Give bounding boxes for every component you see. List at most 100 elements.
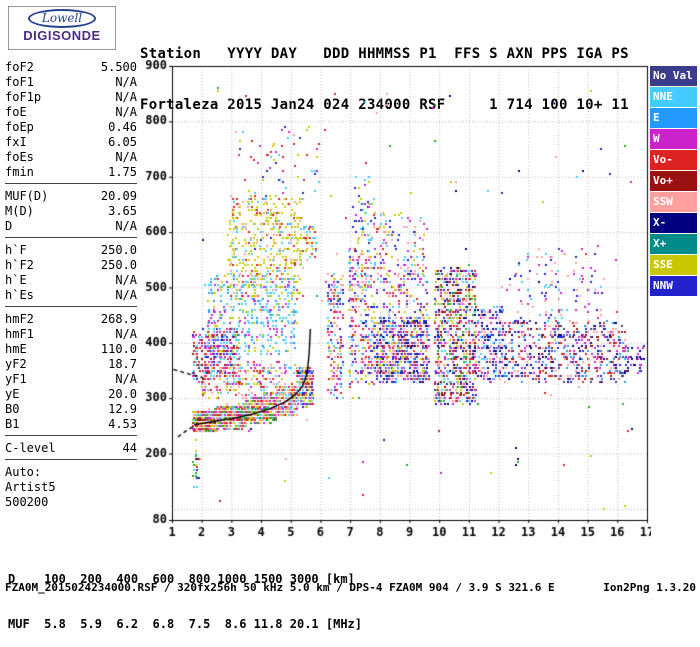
parameter-panel: foF2 5.500 foF1 N/A foF1p N/A foE N/A foEp 0.46 fx… [5,60,137,515]
param-clevel: C-level 44 [5,441,137,456]
param-value: 250.0 [100,243,137,257]
param-group: Auto: Artist5 500200 [5,465,137,510]
param-auto: Auto: [5,465,137,480]
param-label: yF2 [5,357,27,371]
param-mufd: MUF(D) 20.09 [5,189,137,204]
software-version: Ion2Png 1.3.20 [603,581,696,594]
legend-vo-: Vo- [650,150,697,170]
param-label: Auto: [5,465,42,479]
param-he: h`E N/A [5,273,137,288]
ionogram-plot [141,58,651,544]
param-label: B1 [5,417,20,431]
file-info: FZA0M_2015024234000.RSF / 320fx256h 50 k… [5,581,555,594]
param-500200: 500200 [5,495,137,510]
param-value: 12.9 [108,402,137,416]
legend-x-: X- [650,213,697,233]
legend-x+: X+ [650,234,697,254]
param-label: foEp [5,120,34,134]
legend-vo+: Vo+ [650,171,697,191]
legend-nnw: NNW [650,276,697,296]
param-value: 5.500 [100,60,137,74]
param-value: 110.0 [100,342,137,356]
param-value: N/A [115,150,137,164]
param-group: MUF(D) 20.09 M(D) 3.65 D N/A [5,189,137,238]
legend-nne: NNE [650,87,697,107]
param-value: 20.09 [100,189,137,203]
param-label: h`F2 [5,258,34,272]
distance-row: D 100 200 400 600 800 1000 1500 3000 [km… [8,572,355,586]
param-value: N/A [115,219,137,233]
param-label: h`E [5,273,27,287]
param-label: h`F [5,243,27,257]
lowell-logo-oval: Lowell [27,9,97,28]
param-value: N/A [115,273,137,287]
param-value: N/A [115,75,137,89]
param-fof1p: foF1p N/A [5,90,137,105]
param-yf1: yF1 N/A [5,372,137,387]
param-label: 500200 [5,495,49,509]
param-value: 1.75 [108,165,137,179]
distance-muf-table: D 100 200 400 600 800 1000 1500 3000 [km… [8,542,362,647]
param-group: h`F 250.0 h`F2 250.0 h`E N/A h`Es N/A [5,243,137,307]
param-value: 44 [122,441,137,455]
param-label: hmF1 [5,327,34,341]
ionogram-page: { "logo": {"line1": "Lowell", "line2": "… [5,6,697,631]
param-yf2: yF2 18.7 [5,357,137,372]
param-label: foF1 [5,75,34,89]
param-d: D N/A [5,219,137,234]
param-label: yE [5,387,20,401]
status-bar: FZA0M_2015024234000.RSF / 320fx256h 50 k… [5,581,696,594]
param-label: hmE [5,342,27,356]
legend-sse: SSE [650,255,697,275]
param-value: 268.9 [100,312,137,326]
param-label: D [5,219,13,233]
param-value: 6.05 [108,135,137,149]
legend-no-val: No Val [650,66,697,86]
param-hme: hmE 110.0 [5,342,137,357]
param-label: h`Es [5,288,34,302]
param-label: Artist5 [5,480,56,494]
param-fof1: foF1 N/A [5,75,137,90]
param-hmf1: hmF1 N/A [5,327,137,342]
param-value: N/A [115,372,137,386]
param-hf2: h`F2 250.0 [5,258,137,273]
param-group: hmF2 268.9 hmF1 N/A hmE 110.0 yF2 18.7 yF1 N/A yE 2… [5,312,137,436]
param-label: hmF2 [5,312,34,326]
digisonde-logo: Lowell DIGISONDE [8,6,116,50]
param-label: fmin [5,165,34,179]
param-value: 0.46 [108,120,137,134]
param-label: foF1p [5,90,42,104]
param-label: C-level [5,441,56,455]
param-foes: foEs N/A [5,150,137,165]
param-group: C-level 44 [5,441,137,460]
param-foep: foEp 0.46 [5,120,137,135]
param-value: 3.65 [108,204,137,218]
param-md: M(D) 3.65 [5,204,137,219]
param-b1: B1 4.53 [5,417,137,432]
legend-e: E [650,108,697,128]
param-fof2: foF2 5.500 [5,60,137,75]
doppler-legend: No Val NNE E W Vo- Vo+ SSW X- X+ SSE NNW [650,66,697,297]
muf-row: MUF 5.8 5.9 6.2 6.8 7.5 8.6 11.8 20.1 [M… [8,617,363,631]
legend-ssw: SSW [650,192,697,212]
param-value: 250.0 [100,258,137,272]
param-foe: foE N/A [5,105,137,120]
param-value: N/A [115,105,137,119]
param-label: fxI [5,135,27,149]
param-value: 4.53 [108,417,137,431]
param-label: foEs [5,150,34,164]
param-value: 20.0 [108,387,137,401]
param-value: N/A [115,327,137,341]
legend-w: W [650,129,697,149]
param-label: foE [5,105,27,119]
param-label: B0 [5,402,20,416]
digisonde-logo-text: DIGISONDE [23,28,101,43]
param-label: yF1 [5,372,27,386]
param-hf: h`F 250.0 [5,243,137,258]
param-value: 18.7 [108,357,137,371]
param-b0: B0 12.9 [5,402,137,417]
param-group: foF2 5.500 foF1 N/A foF1p N/A foE N/A foEp 0.46 fx… [5,60,137,184]
param-label: foF2 [5,60,34,74]
param-value: N/A [115,288,137,302]
param-artist5: Artist5 [5,480,137,495]
